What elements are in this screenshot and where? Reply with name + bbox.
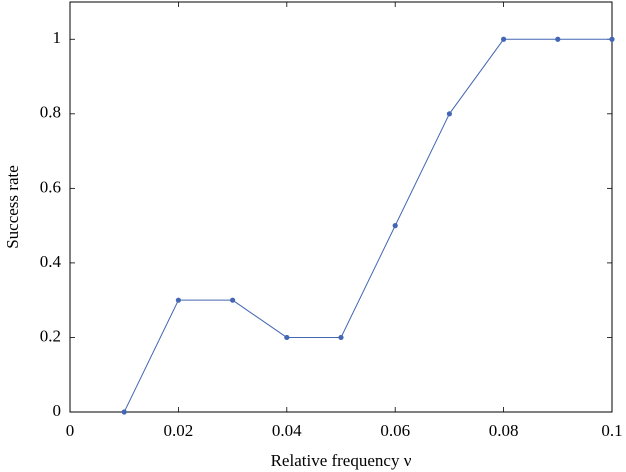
x-tick-label: 0.06: [380, 421, 410, 440]
y-tick-label: 0.4: [40, 252, 62, 271]
data-point: [121, 409, 127, 415]
x-tick-label: 0.1: [601, 421, 622, 440]
data-point: [230, 297, 236, 303]
y-axis-label: Success rate: [3, 165, 22, 249]
data-point: [175, 297, 181, 303]
data-point: [501, 36, 507, 42]
y-tick-label: 0.8: [40, 103, 61, 122]
plot-frame: [69, 1, 613, 413]
y-tick-label: 0: [53, 401, 62, 420]
x-tick-label: 0.02: [164, 421, 194, 440]
y-tick-label: 1: [53, 28, 62, 47]
x-tick-label: 0: [66, 421, 75, 440]
data-point: [338, 334, 344, 341]
data-point: [392, 223, 398, 229]
y-tick-label: 0.2: [40, 326, 61, 345]
y-tick-label: 0.6: [40, 177, 61, 196]
x-tick-label: 0.08: [489, 421, 519, 440]
data-point: [446, 111, 452, 117]
data-point: [555, 36, 561, 42]
x-axis-label: Relative frequency ν: [271, 451, 412, 470]
x-tick-label: 0.04: [272, 421, 302, 440]
data-point: [609, 36, 615, 42]
data-point: [284, 334, 290, 341]
series-line: [123, 38, 612, 413]
